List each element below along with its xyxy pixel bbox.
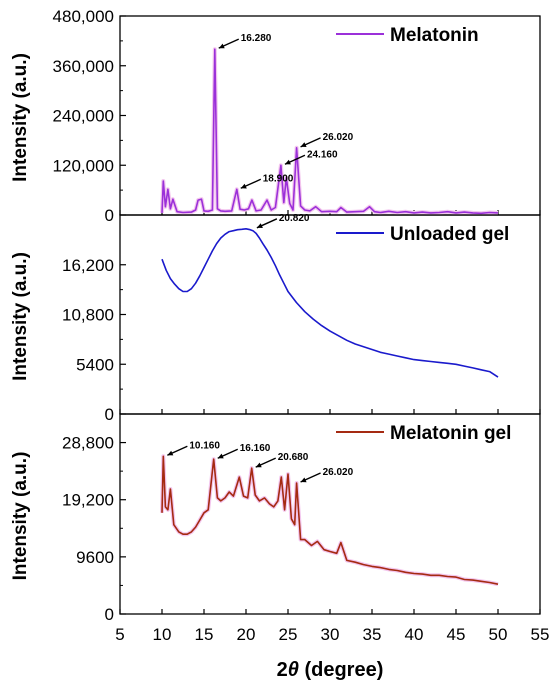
annotation-arrowhead	[240, 183, 247, 189]
y-axis-title: Intensity (a.u.)	[10, 452, 31, 581]
x-tick-label: 20	[237, 625, 256, 644]
annotation-arrowhead	[256, 223, 263, 228]
x-tick-label: 40	[405, 625, 424, 644]
y-tick-label: 0	[105, 206, 114, 225]
peak-label: 18.900	[263, 173, 294, 184]
x-axis-title: 2θ (degree)	[277, 659, 384, 681]
annotation-arrowhead	[218, 43, 225, 49]
annotation-arrowhead	[217, 453, 224, 459]
y-tick-label: 0	[105, 605, 114, 624]
peak-label: 20.820	[279, 213, 310, 224]
peak-label: 16.160	[240, 443, 271, 454]
x-tick-label: 30	[321, 625, 340, 644]
x-tick-label: 45	[447, 625, 466, 644]
y-tick-label: 0	[105, 405, 114, 424]
panel-unloaded-gel: 0 5400 10,800 16,200 Intensity (a.u.) Unloade…	[10, 213, 541, 424]
series-line-unloaded-gel	[161, 228, 499, 378]
x-tick-label: 55	[531, 625, 550, 644]
annotation-arrowhead	[167, 450, 174, 456]
x-tick-label: 10	[153, 625, 172, 644]
y-tick-label: 19,200	[62, 491, 114, 510]
annotation-arrowhead	[300, 477, 307, 483]
peak-label: 20.680	[278, 452, 309, 463]
y-tick-label: 28,800	[62, 434, 114, 453]
annotation-arrowhead	[255, 462, 262, 468]
series-line-melatonin-gel	[161, 455, 499, 585]
legend-label-melatonin-gel: Melatonin gel	[390, 423, 511, 444]
x-tick-label: 35	[363, 625, 382, 644]
annotation-arrowhead	[300, 142, 307, 147]
y-axis-title: Intensity (a.u.)	[10, 252, 31, 381]
x-tick-label: 15	[195, 625, 214, 644]
peak-label: 26.020	[323, 467, 354, 478]
peak-label: 24.160	[307, 149, 338, 160]
peak-label: 26.020	[323, 132, 354, 143]
legend-label-unloaded-gel: Unloaded gel	[390, 224, 509, 245]
series-line-melatonin	[161, 48, 499, 215]
annotation-arrowhead	[284, 159, 291, 165]
y-tick-label: 5400	[76, 355, 114, 374]
y-tick-label: 16,200	[62, 256, 114, 275]
peak-label: 16.280	[241, 33, 272, 44]
y-tick-label: 120,000	[53, 156, 114, 175]
x-tick-label: 50	[489, 625, 508, 644]
y-tick-label: 240,000	[53, 107, 114, 126]
y-tick-label: 360,000	[53, 57, 114, 76]
y-tick-label: 10,800	[62, 306, 114, 325]
legend-label-melatonin: Melatonin	[390, 25, 479, 46]
y-axis-title: Intensity (a.u.)	[10, 53, 31, 182]
y-tick-label: 9600	[76, 548, 114, 567]
y-tick-label: 480,000	[53, 7, 114, 26]
panel-melatonin-gel: 0 9600 19,200 28,800 Intensity (a.u.) Melaton…	[10, 413, 550, 644]
panel-melatonin: 0 120,000 240,000 360,000 480,000 Intensity (…	[10, 7, 541, 225]
peak-label: 10.160	[189, 440, 220, 451]
x-tick-label: 5	[115, 625, 124, 644]
x-tick-label: 25	[279, 625, 298, 644]
